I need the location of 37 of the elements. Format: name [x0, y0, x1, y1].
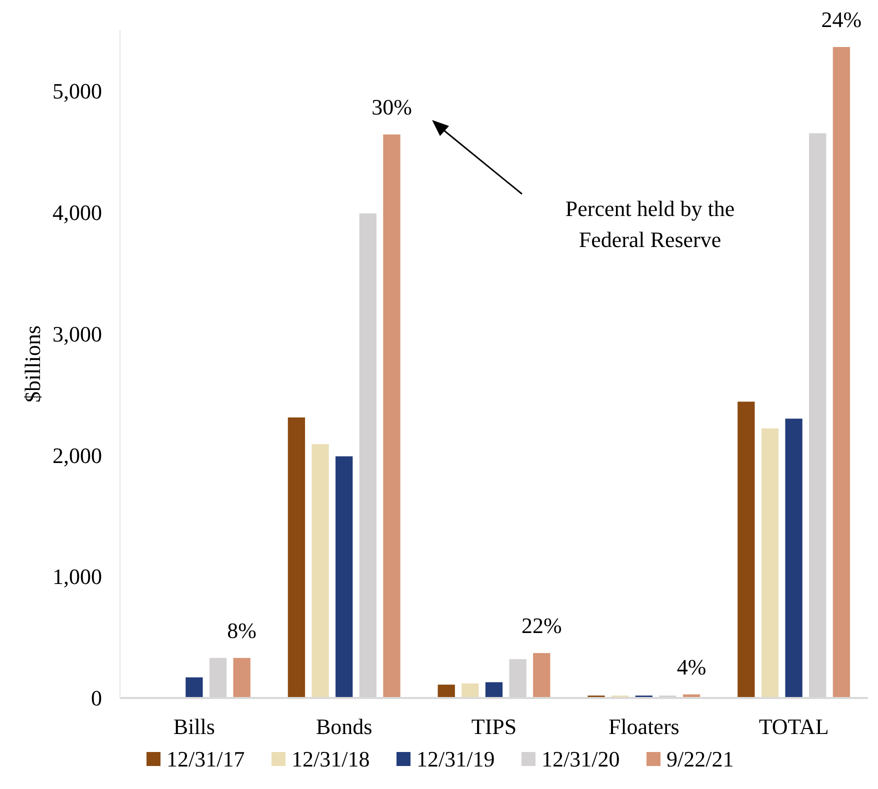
y-tick-label: 4,000: [52, 200, 102, 225]
bar: [336, 456, 353, 698]
x-tick-label: Floaters: [608, 714, 680, 739]
x-tick-label: Bonds: [316, 714, 372, 739]
y-tick-label: 0: [91, 686, 102, 711]
y-tick-label: 2,000: [52, 442, 102, 468]
y-tick-label: 5,000: [52, 78, 102, 104]
x-tick-label: TOTAL: [758, 714, 829, 739]
legend-label: 12/31/18: [292, 746, 370, 772]
annotation: 22%: [521, 613, 562, 638]
x-tick-label: Bills: [173, 714, 215, 739]
bar: [288, 417, 306, 698]
bar: [533, 653, 550, 698]
annotation: 8%: [227, 618, 256, 643]
bar: [485, 682, 503, 698]
legend-label: 9/22/21: [666, 746, 734, 772]
y-tick-label: 1,000: [52, 564, 102, 590]
bar: [832, 47, 850, 698]
bar: [312, 444, 329, 698]
annotation: 24%: [821, 7, 862, 32]
bar: [186, 677, 203, 698]
bar: [785, 418, 802, 698]
bar: [383, 134, 400, 698]
legend-label: 12/31/19: [416, 746, 495, 772]
y-axis-title: $billions: [20, 325, 45, 403]
x-tick-label: TIPS: [471, 714, 517, 739]
y-tick-label: 3,000: [52, 321, 102, 346]
bar: [233, 658, 250, 698]
annotation: 4%: [676, 654, 706, 680]
annotation: Percent held by the Federal Reserve: [565, 196, 735, 252]
annotation: 30%: [372, 94, 412, 120]
legend-label: 12/31/20: [542, 746, 620, 772]
bar: [738, 402, 755, 698]
bar: [438, 684, 455, 698]
bar: [761, 428, 779, 698]
bar: [462, 683, 479, 698]
legend-label: 12/31/17: [166, 746, 245, 772]
